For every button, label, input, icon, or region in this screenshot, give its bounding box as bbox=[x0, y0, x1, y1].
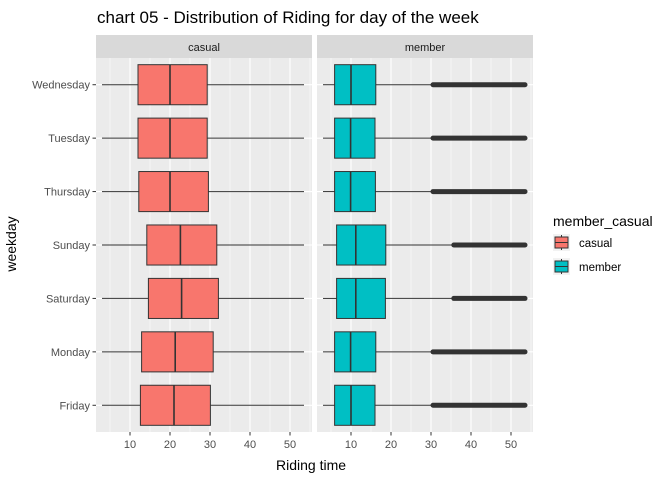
box-casual-Wednesday bbox=[102, 64, 304, 106]
x-axes: 10 20 30 40 50 10 20 30 40 50 bbox=[124, 432, 517, 451]
y-tick-label: Tuesday bbox=[48, 133, 90, 145]
box-casual-Friday bbox=[102, 384, 304, 426]
box-iqr bbox=[141, 331, 214, 373]
box-member-Sunday bbox=[323, 224, 528, 266]
box-iqr bbox=[336, 277, 386, 319]
box-member-Saturday bbox=[323, 277, 528, 319]
strip-member bbox=[317, 35, 533, 58]
box-member-Monday bbox=[323, 331, 528, 373]
boxes-member bbox=[323, 64, 528, 426]
box-member-Tuesday bbox=[323, 117, 528, 159]
box-iqr bbox=[146, 224, 218, 266]
legend-label-member: member bbox=[579, 262, 621, 274]
legend-item-member: member bbox=[553, 258, 621, 275]
x-axis-title: Riding time bbox=[276, 457, 346, 473]
box-iqr bbox=[334, 384, 376, 426]
facet-panels: casual member bbox=[96, 35, 533, 432]
box-iqr bbox=[138, 171, 209, 213]
x-tick-label: 10 bbox=[124, 439, 136, 451]
box-member-Thursday bbox=[323, 171, 528, 213]
strip-casual bbox=[96, 35, 312, 58]
x-tick-label: 20 bbox=[385, 439, 397, 451]
strip-label-member: member bbox=[405, 42, 446, 54]
box-iqr bbox=[137, 117, 208, 159]
y-axis-title: weekday bbox=[3, 216, 19, 272]
y-tick-label: Saturday bbox=[46, 293, 91, 305]
box-casual-Tuesday bbox=[102, 117, 304, 159]
box-iqr bbox=[334, 117, 376, 159]
legend-label-casual: casual bbox=[579, 238, 612, 250]
y-tick-label: Monday bbox=[51, 347, 91, 359]
box-iqr bbox=[147, 277, 219, 319]
box-iqr bbox=[334, 64, 377, 106]
box-casual-Monday bbox=[102, 331, 304, 373]
y-tick-label: Thursday bbox=[44, 187, 90, 199]
x-tick-label: 10 bbox=[345, 439, 357, 451]
box-iqr bbox=[139, 384, 211, 426]
box-iqr bbox=[334, 331, 377, 373]
box-iqr bbox=[336, 224, 387, 266]
panel-casual: casual bbox=[96, 35, 312, 432]
x-tick-label: 50 bbox=[284, 439, 296, 451]
strip-label-casual: casual bbox=[188, 42, 220, 54]
legend-item-casual: casual bbox=[553, 234, 612, 251]
box-casual-Sunday bbox=[102, 224, 304, 266]
y-tick-label: Friday bbox=[59, 400, 90, 412]
panel-member: member bbox=[317, 35, 533, 432]
box-member-Friday bbox=[323, 384, 528, 426]
boxes-casual bbox=[102, 64, 304, 426]
box-iqr bbox=[137, 64, 208, 106]
box-casual-Saturday bbox=[102, 277, 304, 319]
x-tick-label: 50 bbox=[505, 439, 517, 451]
x-tick-label: 30 bbox=[425, 439, 437, 451]
box-member-Wednesday bbox=[323, 64, 528, 106]
x-tick-label: 30 bbox=[204, 439, 216, 451]
y-tick-label: Wednesday bbox=[32, 80, 90, 92]
y-tick-label: Sunday bbox=[53, 240, 91, 252]
chart-title: chart 05 - Distribution of Riding for da… bbox=[97, 8, 479, 27]
legend: member_casual casual member bbox=[553, 213, 653, 275]
x-tick-label: 40 bbox=[244, 439, 256, 451]
x-axis-casual: 10 20 30 40 50 bbox=[124, 432, 296, 451]
x-axis-member: 10 20 30 40 50 bbox=[345, 432, 517, 451]
box-casual-Thursday bbox=[102, 171, 304, 213]
legend-title: member_casual bbox=[553, 213, 653, 229]
y-axis: Wednesday Tuesday Thursday Sunday Saturday Mo… bbox=[32, 80, 96, 412]
x-tick-label: 20 bbox=[164, 439, 176, 451]
box-iqr bbox=[334, 171, 376, 213]
x-tick-label: 40 bbox=[465, 439, 477, 451]
